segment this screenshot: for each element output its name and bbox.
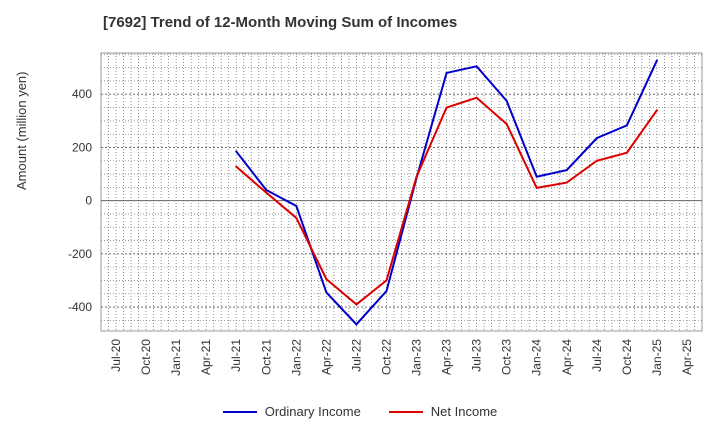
x-tick-label: Jan-21 [169, 339, 183, 376]
x-tick-label: Apr-22 [319, 339, 333, 375]
chart-title: [7692] Trend of 12-Month Moving Sum of I… [103, 14, 458, 31]
y-tick-label: -200 [68, 247, 92, 261]
legend-item-net-income: Net Income [388, 404, 498, 419]
y-tick-label: 0 [85, 194, 92, 208]
x-tick-label: Jan-25 [650, 339, 664, 376]
legend-label-ordinary-income: Ordinary Income [264, 404, 361, 419]
data-point-ordinary-income [445, 71, 448, 74]
data-point-ordinary-income [265, 189, 268, 192]
x-tick-label: Jan-24 [530, 339, 544, 376]
data-point-ordinary-income [505, 99, 508, 102]
data-point-net-income [325, 278, 328, 281]
data-point-net-income [355, 303, 358, 306]
data-point-ordinary-income [475, 65, 478, 68]
data-point-net-income [595, 159, 598, 162]
data-point-net-income [445, 106, 448, 109]
data-point-ordinary-income [385, 290, 388, 293]
data-point-net-income [655, 109, 658, 112]
data-point-ordinary-income [235, 150, 238, 153]
x-tick-label: Oct-21 [259, 339, 273, 375]
x-tick-label: Oct-22 [379, 339, 393, 375]
x-tick-label: Oct-24 [620, 339, 634, 375]
x-tick-label: Oct-23 [500, 339, 514, 375]
data-point-ordinary-income [595, 137, 598, 140]
data-point-net-income [505, 123, 508, 126]
x-tick-label: Apr-21 [199, 339, 213, 375]
data-point-net-income [385, 279, 388, 282]
x-tick-label: Jan-23 [410, 339, 424, 376]
data-point-ordinary-income [535, 175, 538, 178]
x-tick-label: Jul-21 [229, 339, 243, 372]
y-tick-label: 400 [72, 87, 92, 101]
data-point-ordinary-income [355, 323, 358, 326]
data-point-ordinary-income [625, 124, 628, 127]
y-tick-label: 200 [72, 140, 92, 154]
data-point-net-income [295, 216, 298, 219]
data-point-net-income [265, 191, 268, 194]
data-point-net-income [535, 186, 538, 189]
data-point-net-income [235, 165, 238, 168]
x-tick-label: Apr-25 [680, 339, 694, 375]
data-point-ordinary-income [655, 59, 658, 62]
legend-swatch-net-income [388, 410, 423, 413]
y-tick-label: -400 [68, 300, 92, 314]
x-tick-label: Jul-20 [109, 339, 123, 372]
x-tick-label: Jan-22 [289, 339, 303, 376]
x-tick-label: Jul-24 [590, 339, 604, 372]
x-tick-label: Apr-23 [440, 339, 454, 375]
x-tick-label: Oct-20 [139, 339, 153, 375]
data-point-net-income [625, 151, 628, 154]
legend-label-net-income: Net Income [430, 404, 498, 419]
legend: Ordinary Income Net Income [0, 404, 720, 419]
data-point-net-income [475, 96, 478, 99]
x-tick-label: Jul-22 [349, 339, 363, 372]
data-point-ordinary-income [325, 291, 328, 294]
x-tick-label: Jul-23 [470, 339, 484, 372]
data-point-net-income [415, 175, 418, 178]
legend-item-ordinary-income: Ordinary Income [222, 404, 361, 419]
x-tick-label: Apr-24 [560, 339, 574, 375]
data-point-ordinary-income [565, 169, 568, 172]
data-point-ordinary-income [295, 204, 298, 207]
legend-swatch-ordinary-income [222, 410, 257, 413]
data-point-net-income [565, 181, 568, 184]
